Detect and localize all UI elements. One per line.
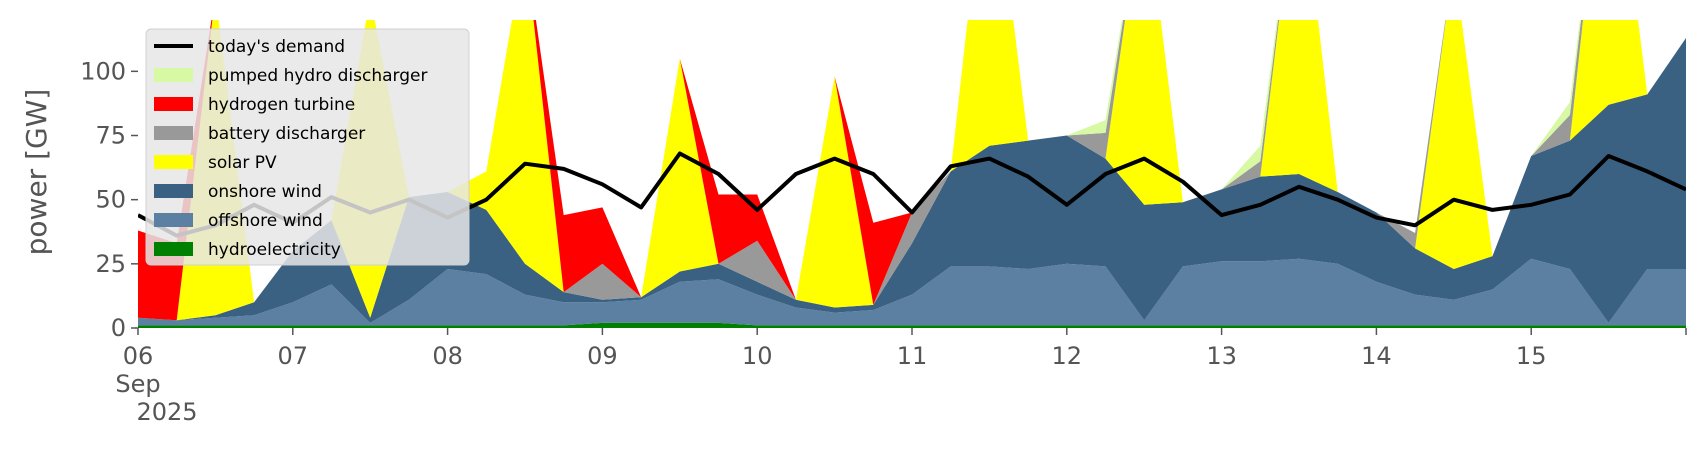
x-tick-label: 13 [1206,342,1237,370]
area-series-group [138,20,1686,328]
legend-label: solar PV [208,153,277,173]
legend-label: pumped hydro discharger [208,66,427,86]
y-axis-title: power [GW] [20,89,53,256]
x-tick-year-label: 2025 [136,398,197,426]
legend-box [145,28,470,266]
legend-label: onshore wind [208,182,322,202]
legend-swatch-solar-pv [154,155,193,169]
legend-swatch-hydrogen-turbine [154,97,193,111]
legend-swatch-battery-discharger [154,126,193,140]
x-tick-label: 15 [1516,342,1547,370]
area-solar-pv [138,20,1686,321]
legend-swatch-pumped-hydro-discharger [154,68,193,82]
x-tick-label: 14 [1361,342,1392,370]
area-hydroelectricity [138,322,1686,328]
legend-label: battery discharger [208,124,365,144]
legend-label: hydrogen turbine [208,95,355,115]
y-tick-label: 75 [95,122,126,150]
y-tick-label: 100 [80,57,126,85]
x-tick-label: 11 [897,342,928,370]
legend: today's demand pumped hydro discharger hyd… [145,28,470,266]
x-tick-label: 08 [432,342,463,370]
x-tick-label: 07 [278,342,309,370]
x-tick-label: 06 [123,342,154,370]
x-tick-month-label: Sep [115,370,160,398]
area-offshore-wind [138,258,1686,326]
y-tick-label: 0 [111,314,126,342]
area-onshore-wind [138,38,1686,323]
y-tick-label: 25 [95,250,126,278]
legend-label: hydroelectricity [208,240,341,260]
legend-label: offshore wind [208,211,323,231]
legend-swatch-onshore-wind [154,184,193,198]
legend-swatch-offshore-wind [154,213,193,227]
x-tick-label: 12 [1052,342,1083,370]
x-tick-label: 09 [587,342,618,370]
y-tick-label: 50 [95,186,126,214]
legend-swatch-hydroelectricity [154,242,193,256]
x-tick-label: 10 [742,342,773,370]
legend-label: today's demand [208,37,345,57]
